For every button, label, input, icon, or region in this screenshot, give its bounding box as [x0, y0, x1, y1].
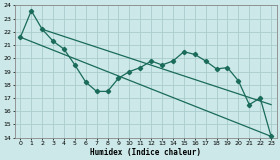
X-axis label: Humidex (Indice chaleur): Humidex (Indice chaleur)	[90, 148, 201, 156]
